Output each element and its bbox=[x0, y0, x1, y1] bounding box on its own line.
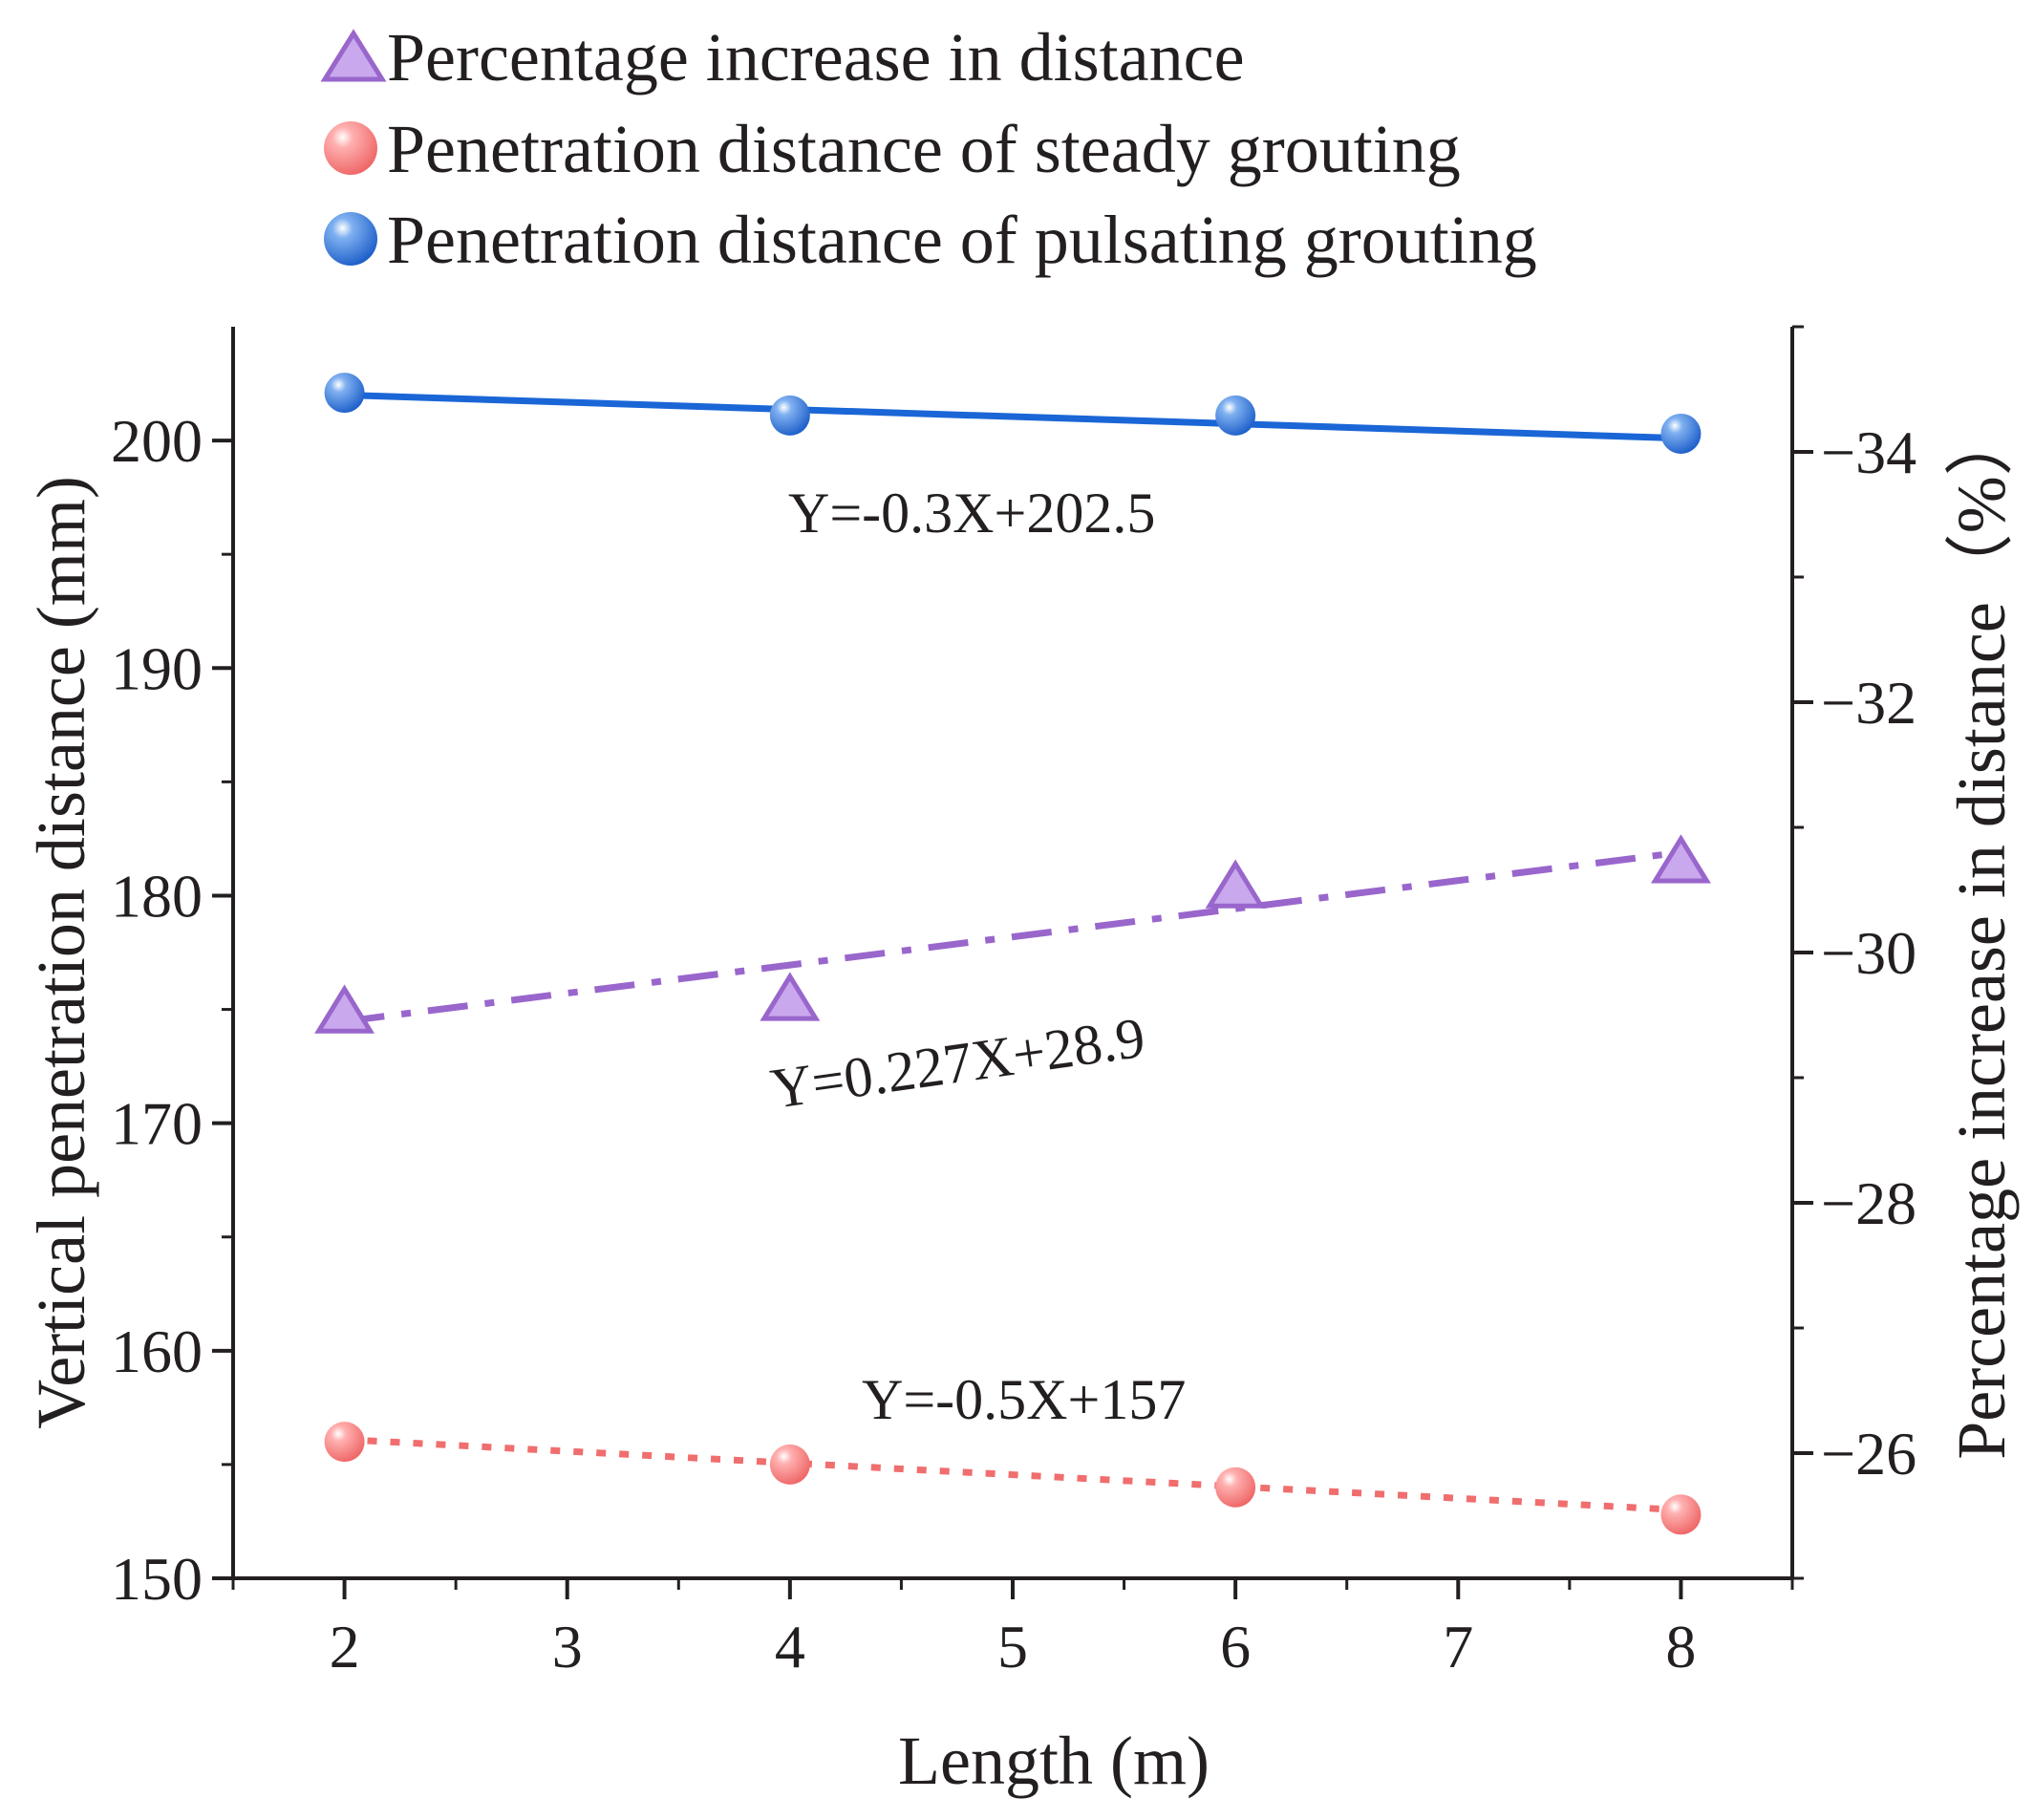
data-point-series-2 bbox=[1215, 395, 1256, 436]
legend-label-pulsating: Penetration distance of pulsating grouti… bbox=[387, 202, 1537, 278]
y-tick-label: 150 bbox=[111, 1545, 203, 1613]
legend: Percentage increase in distance Penetrat… bbox=[320, 19, 1537, 278]
y2-tick-label: −32 bbox=[1821, 669, 1916, 737]
x-tick-label: 2 bbox=[330, 1613, 360, 1681]
legend-item-percentage: Percentage increase in distance bbox=[320, 19, 1245, 96]
x-tick-label: 7 bbox=[1443, 1613, 1473, 1681]
circle-marker-icon bbox=[324, 121, 377, 175]
x-tick-label: 3 bbox=[552, 1613, 583, 1681]
y2-tick-label: −26 bbox=[1821, 1420, 1916, 1488]
legend-label-percentage: Percentage increase in distance bbox=[387, 19, 1245, 96]
triangle-marker-icon bbox=[320, 29, 387, 82]
legend-item-pulsating: Penetration distance of pulsating grouti… bbox=[324, 202, 1537, 278]
x-tick-label: 8 bbox=[1665, 1613, 1696, 1681]
y-tick-label: 170 bbox=[111, 1090, 203, 1158]
y2-axis-title: Percentage increase in distance（%） bbox=[1943, 407, 2020, 1460]
data-point-series-2 bbox=[1660, 413, 1702, 454]
y-tick-label: 160 bbox=[111, 1317, 203, 1385]
y2-tick-label: −34 bbox=[1821, 418, 1916, 486]
data-point-series-2 bbox=[324, 373, 365, 414]
equation-steady: Y=-0.5X+157 bbox=[862, 1368, 1186, 1431]
legend-label-steady: Penetration distance of steady grouting bbox=[387, 111, 1461, 187]
data-point-series-0 bbox=[314, 984, 375, 1034]
data-point-series-2 bbox=[769, 395, 810, 436]
data-point-series-0 bbox=[760, 972, 821, 1021]
ticks: 2 3 4 5 6 7 8 150 160 170 180 190 200 −26 −28 −30 −32 −34 bbox=[111, 325, 1916, 1681]
x-tick-label: 4 bbox=[775, 1613, 805, 1681]
y-tick-label: 200 bbox=[111, 407, 203, 475]
equation-pulsating: Y=-0.3X+202.5 bbox=[788, 482, 1155, 545]
fit-line-series-2 bbox=[344, 391, 1681, 442]
data-point-series-1 bbox=[1215, 1467, 1256, 1508]
data-point-series-1 bbox=[324, 1422, 365, 1463]
y-axis-title: Vertical penetration distance (mm) bbox=[23, 476, 99, 1429]
y2-tick-label: −30 bbox=[1821, 919, 1916, 987]
y-tick-label: 190 bbox=[111, 634, 203, 702]
x-tick-label: 5 bbox=[997, 1613, 1028, 1681]
legend-item-steady: Penetration distance of steady grouting bbox=[324, 111, 1461, 187]
data-markers bbox=[314, 373, 1711, 1535]
fit-line-series-0 bbox=[344, 848, 1681, 1025]
y2-tick-label: −28 bbox=[1821, 1169, 1916, 1237]
equation-percentage: Y=0.227X+28.9 bbox=[767, 1006, 1149, 1121]
data-point-series-1 bbox=[769, 1444, 810, 1485]
x-axis-title: Length (m) bbox=[898, 1723, 1210, 1799]
circle-marker-icon bbox=[324, 212, 377, 266]
y-tick-label: 180 bbox=[111, 862, 203, 930]
data-point-series-0 bbox=[1205, 859, 1266, 909]
fit-line-series-1 bbox=[344, 1436, 1681, 1514]
data-point-series-0 bbox=[1650, 834, 1711, 884]
fit-lines bbox=[344, 391, 1681, 1514]
x-tick-label: 6 bbox=[1220, 1613, 1251, 1681]
data-point-series-1 bbox=[1660, 1494, 1702, 1535]
